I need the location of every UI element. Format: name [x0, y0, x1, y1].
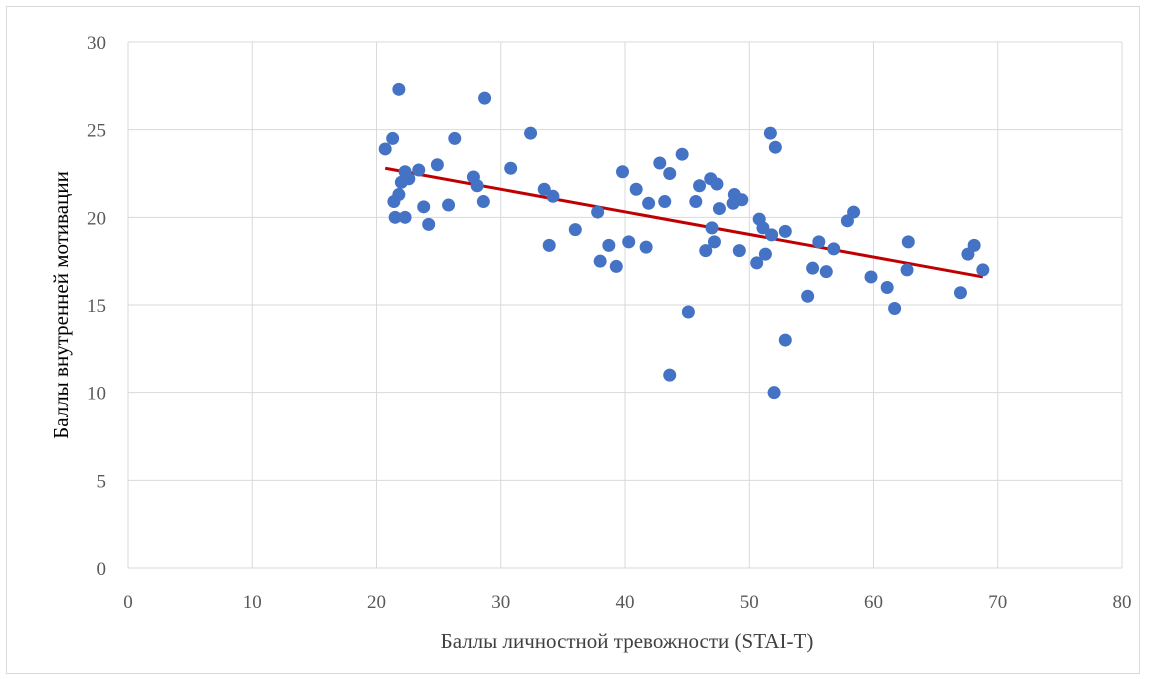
data-point	[864, 270, 878, 284]
data-point	[392, 82, 406, 96]
x-tick-label: 70	[988, 592, 1007, 613]
data-point	[470, 179, 484, 193]
data-point	[801, 289, 815, 303]
y-tick-label: 15	[87, 296, 106, 317]
data-point	[967, 238, 981, 252]
data-point	[900, 263, 914, 277]
x-tick-label: 10	[243, 592, 262, 613]
x-tick-label: 0	[123, 592, 133, 613]
data-point	[504, 161, 518, 175]
data-point	[976, 263, 990, 277]
data-point	[417, 200, 431, 214]
data-point	[778, 224, 792, 238]
x-axis-title: Баллы личностной тревожности (STAI-T)	[441, 629, 814, 653]
data-point	[750, 256, 764, 270]
data-point	[422, 217, 436, 231]
data-point	[448, 131, 462, 145]
data-point	[412, 163, 426, 177]
data-point	[402, 172, 416, 186]
data-point	[568, 223, 582, 237]
data-point	[653, 156, 667, 170]
data-point	[756, 221, 770, 235]
trendline	[384, 166, 984, 279]
data-point	[639, 240, 653, 254]
y-axis-title: Баллы внутренней мотивации	[49, 171, 73, 439]
data-point	[827, 242, 841, 256]
data-point	[430, 158, 444, 172]
data-point	[699, 244, 713, 258]
data-point	[763, 126, 777, 140]
data-point	[386, 131, 400, 145]
y-tick-label: 20	[87, 208, 106, 229]
y-tick-label: 0	[97, 559, 107, 580]
y-tick-label: 25	[87, 121, 106, 142]
data-point	[705, 221, 719, 235]
data-point	[901, 235, 915, 249]
data-point	[712, 202, 726, 216]
data-point	[681, 305, 695, 319]
trendline-layer	[384, 166, 984, 279]
chart-frame	[6, 6, 1140, 674]
data-points	[378, 82, 990, 400]
data-point	[388, 210, 402, 224]
data-point	[675, 147, 689, 161]
data-point	[806, 261, 820, 275]
data-point	[591, 205, 605, 219]
data-point	[953, 286, 967, 300]
data-point	[398, 210, 412, 224]
data-point	[476, 195, 490, 209]
data-point	[524, 126, 538, 140]
data-point	[537, 182, 551, 196]
data-point	[710, 177, 724, 191]
y-tick-label: 10	[87, 384, 106, 405]
x-tick-label: 60	[864, 592, 883, 613]
data-point	[693, 179, 707, 193]
data-point	[732, 244, 746, 258]
data-point	[689, 195, 703, 209]
x-tick-label: 20	[367, 592, 386, 613]
data-point	[663, 368, 677, 382]
data-point	[442, 198, 456, 212]
gridlines	[127, 41, 1123, 569]
data-point	[478, 91, 492, 105]
data-point	[593, 254, 607, 268]
data-point	[629, 182, 643, 196]
data-point	[663, 167, 677, 180]
data-point	[642, 196, 656, 210]
y-tick-label: 5	[97, 471, 107, 492]
data-point	[880, 280, 894, 294]
y-tick-label: 30	[87, 33, 106, 54]
data-point	[888, 302, 902, 316]
data-point	[819, 265, 833, 279]
data-point	[378, 142, 392, 156]
data-point	[847, 205, 861, 219]
data-point	[768, 140, 782, 154]
data-point	[546, 189, 560, 203]
tick-labels: 0 10 20 30 40 50 60 70 80 0 5 10 15 20 25 30	[87, 33, 1132, 613]
x-tick-label: 50	[740, 592, 759, 613]
data-point	[609, 259, 623, 273]
data-point	[707, 235, 721, 249]
data-point	[758, 247, 772, 261]
data-point	[616, 165, 630, 179]
data-point	[765, 228, 779, 242]
x-tick-label: 30	[491, 592, 510, 613]
data-point	[622, 235, 636, 249]
data-point	[542, 238, 556, 252]
data-point	[392, 188, 406, 202]
x-tick-label: 80	[1113, 592, 1132, 613]
data-point	[735, 193, 749, 207]
data-point	[778, 333, 792, 347]
data-point	[602, 238, 616, 252]
x-tick-label: 40	[616, 592, 635, 613]
data-point	[658, 195, 672, 209]
data-point	[767, 386, 781, 400]
data-point	[812, 235, 826, 249]
